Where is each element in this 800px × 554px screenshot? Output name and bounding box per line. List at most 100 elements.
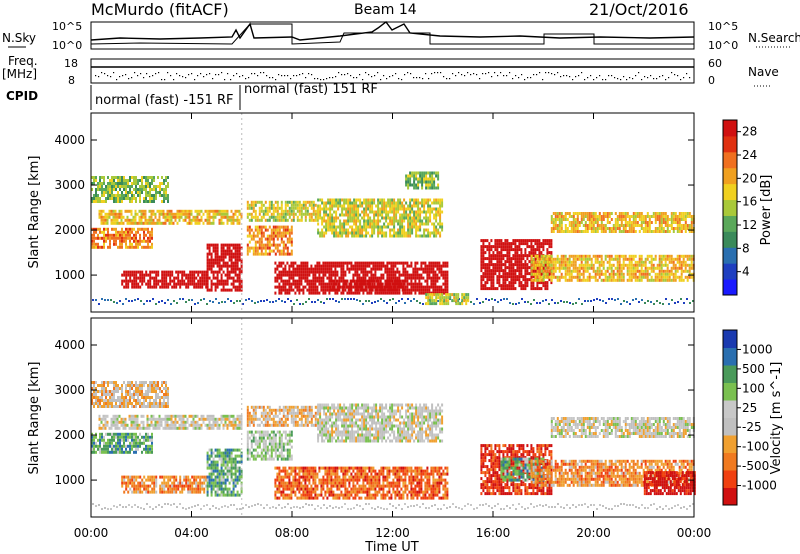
data-cell: [134, 218, 137, 222]
data-cell: [500, 260, 503, 264]
data-cell: [416, 282, 419, 286]
data-cell: [626, 215, 629, 218]
data-cell: [93, 227, 95, 231]
data-cell: [95, 242, 97, 246]
data-cell: [264, 218, 267, 222]
data-cell: [392, 261, 395, 265]
data-cell: [216, 209, 219, 213]
data-cell: [406, 285, 409, 289]
data-cell: [188, 221, 191, 225]
data-cell: [274, 225, 277, 229]
data-cell: [318, 276, 321, 280]
data-cell: [335, 201, 338, 205]
data-cell: [600, 215, 603, 218]
data-cell: [383, 216, 386, 220]
data-cell: [678, 278, 681, 282]
data-cell: [284, 267, 287, 271]
data-cell: [434, 270, 437, 274]
data-cell: [272, 228, 275, 232]
data-cell: [113, 227, 115, 231]
data-cell: [107, 194, 109, 197]
data-cell: [123, 176, 125, 179]
data-cell: [369, 204, 372, 208]
data-cell: [389, 279, 392, 283]
data-cell: [214, 282, 217, 286]
data-cell: [359, 219, 362, 223]
data-cell: [421, 180, 424, 184]
data-cell: [343, 213, 346, 217]
data-cell: [486, 257, 489, 261]
data-cell: [630, 227, 633, 230]
data-cell: [407, 213, 410, 217]
nave-point: [653, 78, 655, 80]
data-cell: [668, 260, 671, 264]
data-cell: [429, 213, 432, 217]
data-cell: [682, 224, 685, 227]
data-cell: [100, 218, 103, 222]
nsky-panel: N.Sky 10^5 10^0 10^5 10^0 N.Search: [2, 20, 800, 52]
data-cell: [150, 221, 153, 225]
data-cell: [327, 207, 330, 211]
data-cell: [304, 206, 307, 210]
data-cell: [397, 279, 400, 283]
data-cell: [594, 227, 597, 230]
data-cell: [536, 275, 539, 279]
data-cell: [386, 291, 389, 295]
data-cell: [636, 215, 639, 218]
data-cell: [648, 254, 651, 258]
data-cell: [282, 243, 285, 247]
data-cell: [320, 288, 323, 292]
data-cell: [407, 298, 409, 300]
data-cell: [206, 261, 209, 265]
data-cell: [138, 209, 141, 213]
data-cell: [145, 176, 147, 179]
nave-point: [671, 72, 673, 74]
data-cell: [147, 242, 149, 246]
data-cell: [406, 279, 409, 283]
data-cell: [387, 288, 390, 292]
data-cell: [371, 231, 374, 235]
data-cell: [165, 276, 168, 280]
data-cell: [232, 276, 235, 280]
data-cell: [656, 215, 659, 218]
data-cell: [145, 245, 147, 249]
data-cell: [212, 209, 215, 213]
data-cell: [397, 282, 400, 286]
data-cell: [441, 302, 444, 306]
data-cell: [177, 273, 180, 277]
data-cell: [118, 221, 121, 225]
data-cell: [526, 242, 529, 246]
data-cell: [383, 234, 386, 238]
data-cell: [363, 288, 366, 292]
data-cell: [506, 284, 509, 288]
data-cell: [444, 279, 447, 283]
data-cell: [399, 213, 402, 217]
data-cell: [439, 302, 442, 306]
data-cell: [182, 212, 185, 216]
data-cell: [403, 231, 406, 235]
data-cell: [640, 221, 643, 224]
data-cell: [274, 279, 277, 283]
data-cell: [616, 227, 619, 230]
data-cell: [676, 266, 679, 270]
data-cell: [660, 278, 663, 282]
data-cell: [371, 201, 374, 205]
data-cell: [334, 267, 337, 271]
data-cell: [339, 219, 342, 223]
data-cell: [614, 212, 617, 215]
data-cell: [402, 273, 405, 277]
data-cell: [384, 291, 387, 295]
data-cell: [373, 228, 376, 232]
data-cell: [102, 209, 105, 213]
data-cell: [234, 249, 237, 253]
data-cell: [526, 263, 529, 267]
data-cell: [141, 188, 143, 191]
data-cell: [359, 234, 362, 238]
data-cell: [334, 270, 337, 274]
data-cell: [508, 242, 511, 246]
data-cell: [399, 219, 402, 223]
data-cell: [144, 215, 147, 219]
data-cell: [117, 200, 119, 203]
data-cell: [403, 288, 406, 292]
data-cell: [205, 282, 208, 286]
